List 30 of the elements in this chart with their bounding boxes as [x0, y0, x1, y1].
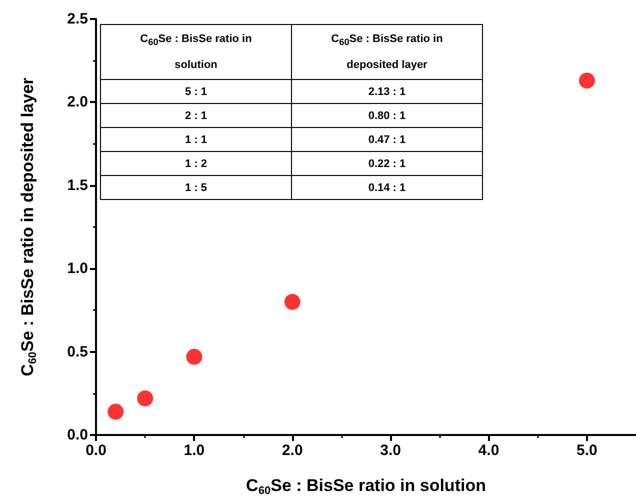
annotation: C$_{60}$Se : BisSe ratio in deposited layer	[292, 24, 482, 80]
annotation: 0.47 : 1	[292, 128, 482, 152]
y-tick-label: 0.0	[67, 426, 88, 444]
x-tick-label: 1.0	[184, 442, 205, 459]
x-tick-label: 4.0	[478, 442, 500, 459]
annotation: 0.80 : 1	[292, 104, 482, 128]
annotation: 1 : 1	[100, 128, 292, 152]
annotation: 1 : 5	[100, 176, 292, 200]
y-tick-label: 2.0	[67, 94, 88, 111]
annotation: 5 : 1	[100, 80, 292, 104]
annotation: C$_{60}$Se : BisSe ratio in solution	[100, 24, 292, 80]
point	[186, 348, 202, 365]
x-tick-label: 5.0	[576, 442, 598, 459]
point	[284, 294, 300, 310]
y-tick-label: 2.5	[67, 10, 88, 28]
point	[108, 404, 124, 420]
annotation: 1 : 2	[100, 152, 292, 176]
x-tick-label: 3.0	[380, 442, 401, 459]
y-axis-title: C60Se : BisSe ratio in deposited layer	[18, 77, 40, 376]
annotation: 0.22 : 1	[292, 152, 482, 176]
point	[578, 72, 595, 89]
y-tick-label: 0.5	[67, 343, 88, 360]
point	[137, 390, 154, 406]
annotation: 0.14 : 1	[292, 176, 482, 200]
annotation: 2.13 : 1	[292, 80, 482, 104]
annotation: 2 : 1	[100, 104, 292, 128]
x-tick-label: 0.0	[86, 442, 106, 459]
y-tick-label: 1.5	[67, 176, 88, 194]
x-tick-label: 2.0	[282, 442, 303, 459]
y-tick-label: 1.0	[67, 260, 88, 278]
